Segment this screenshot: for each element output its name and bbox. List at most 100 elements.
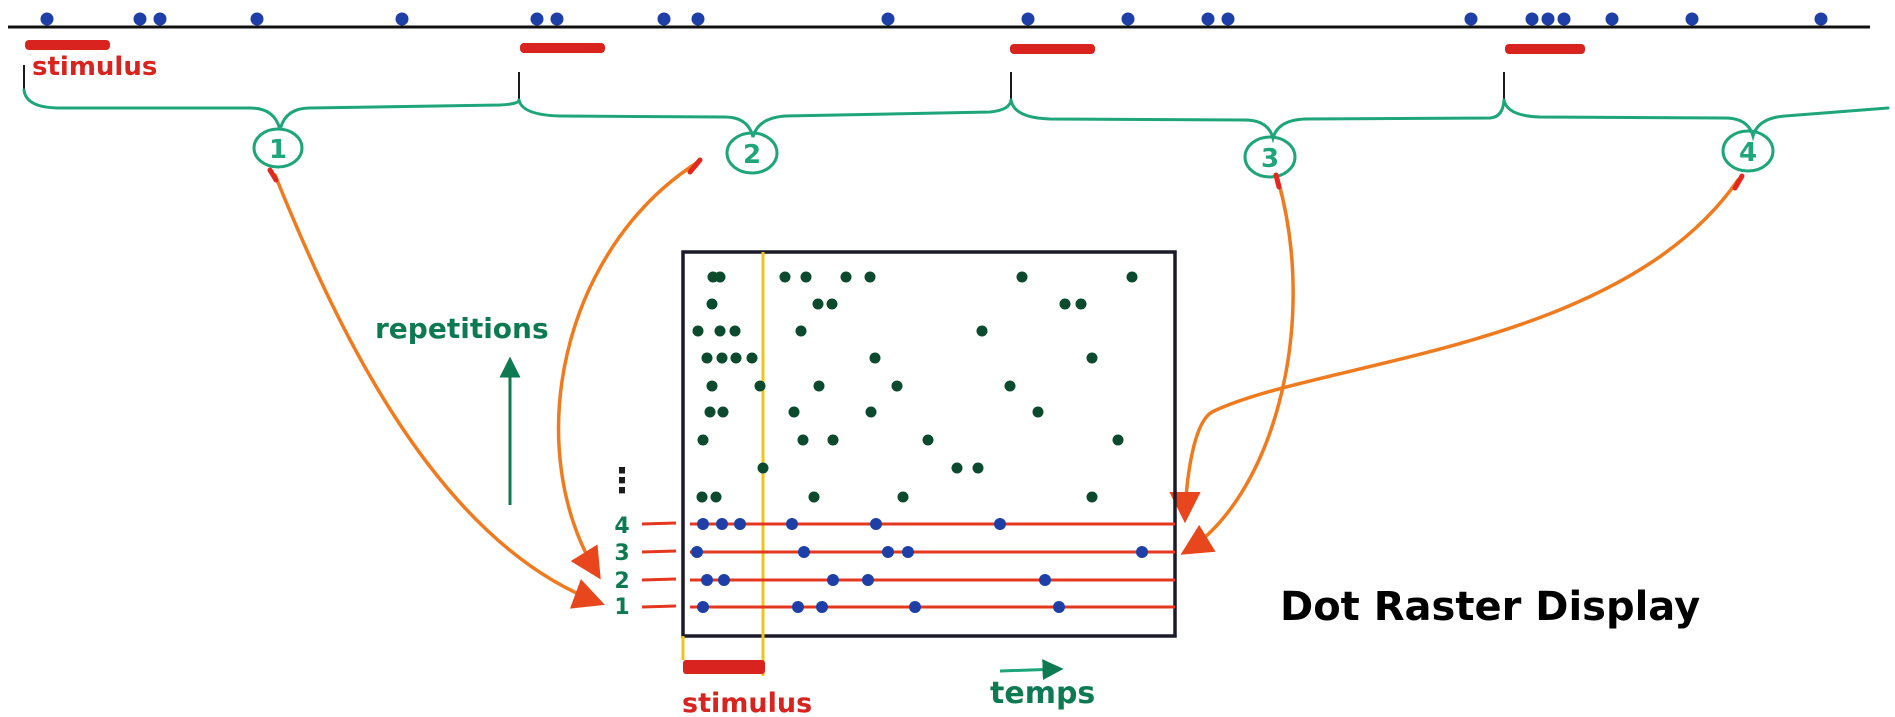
raster-dot [812,298,824,310]
top-spike-dot [881,12,895,26]
arrow-start-3 [1273,172,1282,190]
raster-row-spike [994,518,1006,530]
top-spike-dot [1221,12,1235,26]
raster-dot [972,462,984,474]
raster-dot [710,491,722,503]
top-spike-dot [1201,12,1215,26]
raster-row-lead [641,577,677,582]
top-spike-dot [1814,12,1828,26]
raster-dot [729,325,741,337]
top-spike-dot [530,12,544,26]
raster-row-label-1: 1 [614,595,629,620]
raster-dot [704,406,716,418]
raster-dot [897,491,909,503]
raster-row-spike [1136,546,1148,558]
stimulus-label-top: stimulus [32,52,157,82]
trial-bracket-1 [22,88,521,131]
raster-row-spike [909,601,921,613]
stimulus-label-bottom: stimulus [682,688,812,717]
trial-circle-2: 2 [725,131,779,175]
raster-row-spike [1053,601,1065,613]
raster-dot [800,271,812,283]
raster-row-3 [641,546,1175,558]
trial-bracket-3 [1009,98,1506,144]
raster-dot [697,434,709,446]
trial-number-1: 1 [269,135,287,165]
top-spike-dot [1685,12,1699,26]
raster-row-lead [641,604,677,609]
raster-row-spike [701,574,713,586]
raster-row-spike [792,601,804,613]
arrow-trial-2 [556,160,700,580]
raster-dot [1075,298,1087,310]
trial-circle-3: 3 [1243,135,1297,179]
stimulus-bar-2 [520,43,605,53]
raster-dot [1004,380,1016,392]
raster-row-spike [718,574,730,586]
raster-dot [797,434,809,446]
raster-dot [1032,406,1044,418]
raster-row-spike [697,601,709,613]
raster-dot [706,380,718,392]
trial-number-3: 3 [1261,144,1279,174]
arrow-start-4 [1732,173,1745,191]
raster-dot [717,406,729,418]
top-spike-dots [40,12,1828,26]
raster-row-spike [882,546,894,558]
top-spike-dot [550,12,564,26]
raster-row-lead [641,521,677,526]
stimulus-bar-4 [1505,44,1585,54]
raster-dot [951,462,963,474]
raster-row-spike [716,518,728,530]
raster-dot [696,491,708,503]
raster-row-label-4: 4 [614,514,629,539]
raster-dot [827,434,839,446]
raster-dot [1086,491,1098,503]
raster-dot [714,325,726,337]
raster-dot [1059,298,1071,310]
raster-row-2 [641,574,1175,586]
arrow-start-2 [687,157,703,175]
raster-row-spike [697,518,709,530]
raster-plot: ⋮ 4 3 2 1 [605,250,1177,676]
raster-dot [922,434,934,446]
raster-row-1 [641,601,1175,613]
raster-frame [681,250,1177,638]
diagram-title: Dot Raster Display [1280,584,1700,630]
top-spike-dot [691,12,705,26]
top-spike-dot [1121,12,1135,26]
raster-dot [730,352,742,364]
top-spike-dot [133,12,147,26]
trial-to-row-arrows [267,157,1745,609]
raster-row-label-3: 3 [614,541,629,566]
raster-row-spike [798,546,810,558]
continuous-spike-train [8,12,1870,29]
raster-dot [716,352,728,364]
arrow-trial-3 [1180,178,1295,555]
trial-number-2: 2 [743,140,761,170]
repetitions-label: repetitions [375,312,549,345]
stimulus-bar-3 [1010,44,1095,54]
trial-circle-1: 1 [252,127,304,169]
raster-row-spike [827,574,839,586]
raster-dot [795,325,807,337]
top-spike-dot [153,12,167,26]
raster-dot [701,352,713,364]
raster-dot [869,352,881,364]
temps-arrow [999,659,1064,681]
raster-dot [1016,271,1028,283]
raster-row-lead [641,549,677,554]
raster-dot [1112,434,1124,446]
trial-bracket-2 [517,98,1013,138]
raster-dot [840,271,852,283]
raster-dot [864,271,876,283]
raster-dot [813,380,825,392]
top-spike-dot [657,12,671,26]
top-spike-dot [395,12,409,26]
raster-row-spike [816,601,828,613]
top-spike-dot [1525,12,1539,26]
stimulus-bar-bottom [683,660,765,674]
arrow-trial-4 [1169,178,1740,524]
arrow-start-1 [267,167,279,183]
top-spike-dot [40,12,54,26]
